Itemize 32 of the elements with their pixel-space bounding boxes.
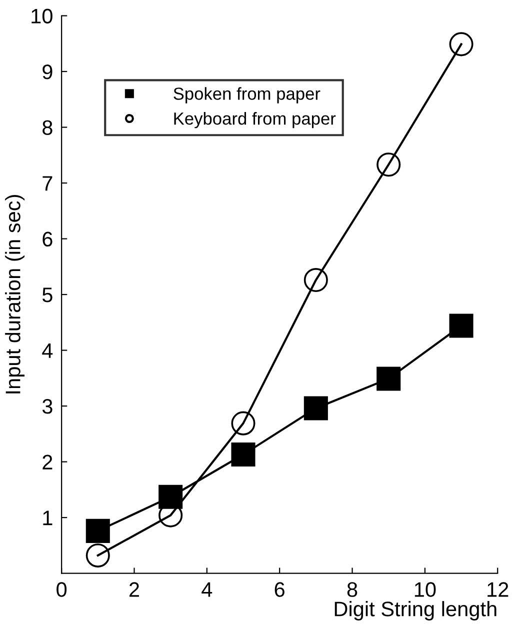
- x-tick-label: 2: [129, 582, 139, 597]
- y-tick-label: 2: [42, 454, 52, 470]
- point: [449, 32, 474, 56]
- point: [158, 484, 183, 509]
- x-tick-label: 6: [274, 582, 284, 597]
- point: [231, 411, 256, 436]
- y-tick-label: 6: [42, 232, 52, 247]
- point: [86, 518, 110, 543]
- x-tick-label: 10: [414, 582, 436, 597]
- x-tick-label: 0: [56, 582, 67, 597]
- legend-label: Spoken from paper: [174, 87, 320, 104]
- y-tick-label: 4: [42, 343, 53, 358]
- point: [231, 442, 256, 467]
- legend-label: Keyboard from paper: [174, 112, 336, 128]
- y-tick-label: 10: [32, 8, 52, 24]
- y-tick-label: 8: [42, 120, 52, 136]
- point: [304, 268, 328, 292]
- point: [304, 396, 328, 420]
- y-tick-label: 1: [43, 510, 52, 526]
- point: [376, 152, 401, 177]
- x-tick-label: 12: [488, 582, 508, 597]
- y-tick-label: 5: [42, 288, 52, 302]
- y-tick-label: 7: [42, 176, 52, 191]
- x-tick-label: 4: [202, 582, 212, 597]
- x-tick-label: 8: [347, 582, 358, 597]
- y-tick-label: 9: [42, 64, 52, 80]
- point: [449, 314, 474, 338]
- x-axis-title: Digit String length: [334, 601, 496, 620]
- y-tick-label: 3: [42, 399, 52, 414]
- point: [86, 543, 110, 568]
- y-axis-title: Input duration (in sec): [5, 195, 24, 394]
- point: [376, 366, 401, 391]
